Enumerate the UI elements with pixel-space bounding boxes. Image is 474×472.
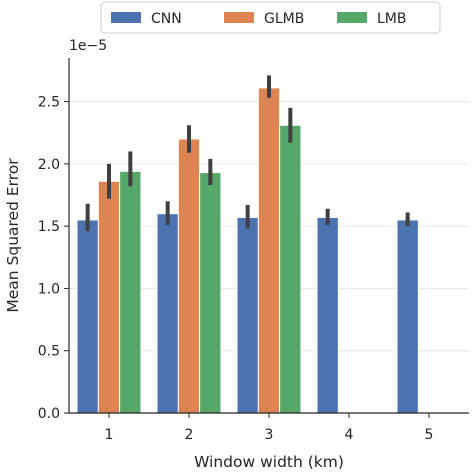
- x-tick-label: 3: [265, 427, 274, 443]
- y-axis-title: Mean Squared Error: [4, 158, 22, 313]
- bar-lmb-1: [119, 170, 142, 414]
- x-tick-label: 5: [425, 427, 434, 443]
- legend: CNN GLMB LMB: [100, 1, 441, 34]
- bar-lmb-3: [279, 124, 302, 414]
- bar-cnn-5: [396, 219, 419, 414]
- legend-swatch-glmb: [224, 12, 254, 23]
- bars: [76, 87, 419, 414]
- legend-label-lmb: LMB: [377, 11, 406, 27]
- legend-label-cnn: CNN: [151, 11, 182, 27]
- x-tick-labels: 1 2 3 4 5: [105, 413, 434, 443]
- legend-swatch-cnn: [111, 12, 141, 23]
- y-tick-labels: 0.0 0.5 1.0 1.5 2.0 2.5: [38, 95, 69, 422]
- x-tick-label: 2: [185, 427, 194, 443]
- x-tick-label: 4: [345, 427, 354, 443]
- y-tick-label: 1.5: [38, 219, 60, 235]
- x-axis-title: Window width (km): [194, 453, 344, 471]
- y-axis-scale-text: 1e−5: [69, 38, 107, 54]
- x-tick-label: 1: [105, 427, 114, 443]
- y-tick-label: 2.0: [38, 157, 60, 173]
- bar-glmb-3: [257, 87, 281, 414]
- bar-cnn-2: [156, 213, 179, 414]
- bar-cnn-4: [316, 216, 339, 414]
- y-tick-label: 1.0: [38, 281, 60, 297]
- legend-frame: [100, 1, 441, 34]
- bar-cnn-3: [236, 216, 259, 414]
- y-tick-label: 0.5: [38, 344, 60, 360]
- error-bars: [85, 75, 410, 232]
- legend-label-glmb: GLMB: [264, 11, 304, 27]
- legend-swatch-lmb: [337, 12, 367, 23]
- bar-glmb-2: [177, 138, 201, 414]
- y-tick-label: 2.5: [38, 95, 60, 111]
- bar-lmb-2: [199, 172, 222, 414]
- bar-cnn-1: [76, 219, 99, 414]
- bar-glmb-1: [97, 180, 121, 414]
- y-tick-label: 0.0: [38, 406, 60, 422]
